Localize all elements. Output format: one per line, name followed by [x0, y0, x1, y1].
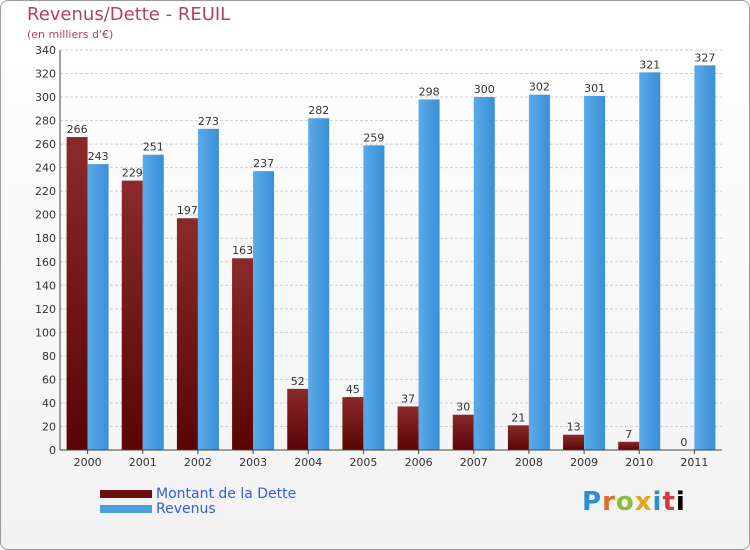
x-tick-label: 2007 — [460, 456, 488, 469]
y-tick-label: 280 — [35, 115, 56, 128]
bar-revenus — [87, 164, 109, 450]
bar-dette — [66, 137, 88, 450]
bar-dette — [176, 218, 198, 450]
legend-swatch-debt — [100, 489, 152, 498]
bar-revenus — [142, 154, 164, 451]
chart-legend: Montant de la Dette Revenus — [100, 485, 297, 517]
y-tick-label: 20 — [42, 420, 56, 433]
data-label: 45 — [346, 383, 360, 396]
data-label: 229 — [122, 167, 143, 180]
data-label: 237 — [253, 157, 274, 170]
bar-revenus — [528, 94, 550, 451]
bar-dette — [287, 388, 309, 450]
x-tick-label: 2000 — [74, 456, 102, 469]
data-label: 302 — [529, 81, 550, 94]
data-label: 7 — [625, 428, 632, 441]
x-tick-label: 2006 — [405, 456, 433, 469]
data-label: 13 — [567, 421, 581, 434]
legend-swatch-revenus — [100, 504, 152, 513]
bar-revenus — [639, 72, 661, 451]
data-label: 30 — [456, 401, 470, 414]
data-label: 197 — [177, 204, 198, 217]
data-label: 301 — [584, 82, 605, 95]
y-tick-label: 200 — [35, 209, 56, 222]
y-tick-label: 80 — [42, 350, 56, 363]
bar-dette — [563, 434, 585, 450]
proxiti-logo: Proxiti — [582, 487, 686, 517]
bar-dette — [397, 406, 419, 450]
data-label: 282 — [308, 104, 329, 117]
bar-revenus — [253, 171, 275, 451]
bar-revenus — [418, 99, 440, 450]
data-label: 298 — [419, 85, 440, 98]
legend-item-debt: Montant de la Dette — [100, 485, 297, 502]
y-tick-label: 0 — [49, 444, 56, 457]
data-label: 21 — [511, 411, 525, 424]
bar-dette — [232, 258, 254, 450]
chart-title: Revenus/Dette - REUIL — [27, 4, 231, 25]
y-tick-label: 220 — [35, 185, 56, 198]
data-label: 251 — [143, 141, 164, 154]
bar-dette — [618, 441, 640, 450]
data-label: 52 — [291, 375, 305, 388]
bar-revenus — [197, 128, 219, 450]
y-tick-label: 120 — [35, 303, 56, 316]
x-tick-label: 2004 — [294, 456, 322, 469]
x-tick-label: 2009 — [570, 456, 598, 469]
bar-dette — [452, 414, 474, 450]
data-label: 321 — [639, 58, 660, 71]
x-tick-label: 2003 — [239, 456, 267, 469]
bar-revenus — [584, 95, 606, 450]
x-tick-label: 2001 — [129, 456, 157, 469]
data-label: 0 — [680, 436, 687, 449]
data-label: 327 — [694, 51, 715, 64]
legend-label-debt: Montant de la Dette — [156, 485, 297, 502]
bar-dette — [507, 425, 529, 450]
chart-subtitle: (en milliers d'€) — [27, 28, 114, 41]
y-tick-label: 320 — [35, 68, 56, 81]
bar-dette — [342, 397, 364, 450]
data-label: 273 — [198, 115, 219, 128]
data-label: 300 — [474, 83, 495, 96]
y-tick-label: 340 — [35, 44, 56, 57]
y-tick-label: 260 — [35, 138, 56, 151]
data-label: 243 — [88, 150, 109, 163]
y-tick-label: 180 — [35, 232, 56, 245]
legend-item-revenus: Revenus — [100, 500, 296, 517]
x-tick-label: 2002 — [184, 456, 212, 469]
y-tick-label: 240 — [35, 162, 56, 175]
bar-revenus — [473, 97, 495, 450]
y-tick-label: 160 — [35, 256, 56, 269]
y-tick-label: 40 — [42, 397, 56, 410]
x-tick-label: 2005 — [349, 456, 377, 469]
data-label: 163 — [232, 244, 253, 257]
x-tick-label: 2008 — [515, 456, 543, 469]
y-tick-label: 300 — [35, 91, 56, 104]
legend-label-revenus: Revenus — [156, 500, 216, 517]
bar-revenus — [363, 145, 385, 450]
data-label: 266 — [67, 123, 88, 136]
bar-revenus — [694, 65, 716, 450]
bar-revenus — [308, 118, 330, 450]
data-label: 259 — [363, 131, 384, 144]
y-tick-label: 140 — [35, 279, 56, 292]
data-label: 37 — [401, 392, 415, 405]
x-tick-label: 2010 — [625, 456, 653, 469]
bar-dette — [121, 180, 143, 450]
y-tick-label: 60 — [42, 373, 56, 386]
x-tick-label: 2011 — [680, 456, 708, 469]
y-tick-label: 100 — [35, 326, 56, 339]
